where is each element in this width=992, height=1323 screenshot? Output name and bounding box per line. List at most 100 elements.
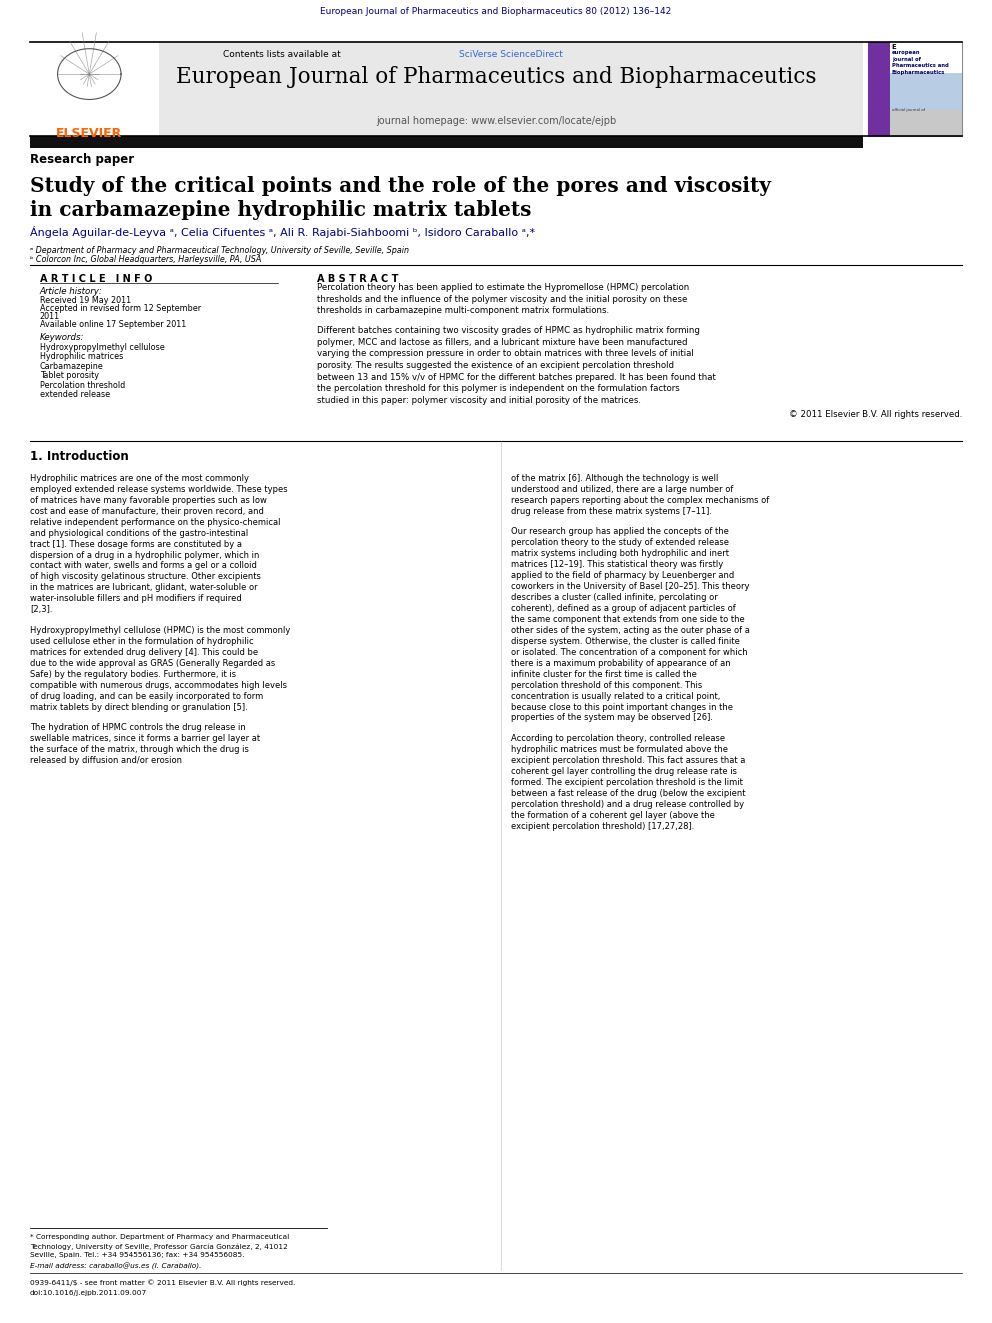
Text: studied in this paper: polymer viscosity and initial porosity of the matrices.: studied in this paper: polymer viscosity… xyxy=(317,396,642,405)
Text: the formation of a coherent gel layer (above the: the formation of a coherent gel layer (a… xyxy=(511,811,715,820)
Text: ᵇ Colorcon Inc, Global Headquarters, Harleysville, PA, USA: ᵇ Colorcon Inc, Global Headquarters, Har… xyxy=(30,255,261,265)
Text: dispersion of a drug in a hydrophilic polymer, which in: dispersion of a drug in a hydrophilic po… xyxy=(30,550,259,560)
Text: coworkers in the University of Basel [20–25]. This theory: coworkers in the University of Basel [20… xyxy=(511,582,749,591)
Text: Carbamazepine: Carbamazepine xyxy=(40,361,103,370)
Text: of high viscosity gelatinous structure. Other excipients: of high viscosity gelatinous structure. … xyxy=(30,573,261,582)
Text: © 2011 Elsevier B.V. All rights reserved.: © 2011 Elsevier B.V. All rights reserved… xyxy=(789,410,962,419)
Text: Available online 17 September 2011: Available online 17 September 2011 xyxy=(40,320,186,329)
Text: thresholds and the influence of the polymer viscosity and the initial porosity o: thresholds and the influence of the poly… xyxy=(317,295,687,304)
Text: Ángela Aguilar-de-Leyva ᵃ, Celia Cifuentes ᵃ, Ali R. Rajabi-Siahboomi ᵇ, Isidoro: Ángela Aguilar-de-Leyva ᵃ, Celia Cifuent… xyxy=(30,226,535,238)
FancyBboxPatch shape xyxy=(868,42,890,136)
Text: and physiological conditions of the gastro-intestinal: and physiological conditions of the gast… xyxy=(30,528,248,537)
Text: Percolation theory has been applied to estimate the Hypromellose (HPMC) percolat: Percolation theory has been applied to e… xyxy=(317,283,689,292)
Text: describes a cluster (called infinite, percolating or: describes a cluster (called infinite, pe… xyxy=(511,593,717,602)
Text: Accepted in revised form 12 September: Accepted in revised form 12 September xyxy=(40,304,200,314)
Text: in the matrices are lubricant, glidant, water-soluble or: in the matrices are lubricant, glidant, … xyxy=(30,583,257,593)
Text: swellable matrices, since it forms a barrier gel layer at: swellable matrices, since it forms a bar… xyxy=(30,734,260,742)
Text: Article history:: Article history: xyxy=(40,287,102,296)
Text: applied to the field of pharmacy by Leuenberger and: applied to the field of pharmacy by Leue… xyxy=(511,570,734,579)
Text: SciVerse ScienceDirect: SciVerse ScienceDirect xyxy=(459,50,563,60)
Text: between 13 and 15% v/v of HPMC for the different batches prepared. It has been f: between 13 and 15% v/v of HPMC for the d… xyxy=(317,373,716,381)
Text: European Journal of Pharmaceutics and Biopharmaceutics: European Journal of Pharmaceutics and Bi… xyxy=(176,66,816,89)
Text: percolation theory to the study of extended release: percolation theory to the study of exten… xyxy=(511,537,729,546)
Text: Our research group has applied the concepts of the: Our research group has applied the conce… xyxy=(511,527,729,536)
Text: Tablet porosity: Tablet porosity xyxy=(40,372,98,380)
Text: used cellulose ether in the formulation of hydrophilic: used cellulose ether in the formulation … xyxy=(30,636,253,646)
FancyBboxPatch shape xyxy=(30,42,159,136)
Text: coherent), defined as a group of adjacent particles of: coherent), defined as a group of adjacen… xyxy=(511,603,736,613)
Text: The hydration of HPMC controls the drug release in: The hydration of HPMC controls the drug … xyxy=(30,722,245,732)
Text: [2,3].: [2,3]. xyxy=(30,606,53,614)
Text: disperse system. Otherwise, the cluster is called finite: disperse system. Otherwise, the cluster … xyxy=(511,636,740,646)
Text: european
journal of
Pharmaceutics and
Biopharmaceutics: european journal of Pharmaceutics and Bi… xyxy=(892,50,948,75)
Text: Seville, Spain. Tel.: +34 954556136; fax: +34 954556085.: Seville, Spain. Tel.: +34 954556136; fax… xyxy=(30,1253,244,1258)
Text: matrices [12–19]. This statistical theory was firstly: matrices [12–19]. This statistical theor… xyxy=(511,560,723,569)
Text: released by diffusion and/or erosion: released by diffusion and/or erosion xyxy=(30,755,182,765)
Text: excipient percolation threshold) [17,27,28].: excipient percolation threshold) [17,27,… xyxy=(511,822,694,831)
Text: of drug loading, and can be easily incorporated to form: of drug loading, and can be easily incor… xyxy=(30,692,263,701)
Text: relative independent performance on the physico-chemical: relative independent performance on the … xyxy=(30,517,281,527)
FancyBboxPatch shape xyxy=(890,73,962,110)
Text: infinite cluster for the first time is called the: infinite cluster for the first time is c… xyxy=(511,669,696,679)
Text: Contents lists available at: Contents lists available at xyxy=(223,50,344,60)
Text: excipient percolation threshold. This fact assures that a: excipient percolation threshold. This fa… xyxy=(511,755,745,765)
Text: properties of the system may be observed [26].: properties of the system may be observed… xyxy=(511,713,713,722)
Text: matrices for extended drug delivery [4]. This could be: matrices for extended drug delivery [4].… xyxy=(30,647,258,656)
Text: of matrices have many favorable properties such as low: of matrices have many favorable properti… xyxy=(30,496,267,504)
Text: extended release: extended release xyxy=(40,390,110,400)
FancyBboxPatch shape xyxy=(868,42,962,136)
Text: formed. The excipient percolation threshold is the limit: formed. The excipient percolation thresh… xyxy=(511,778,743,787)
Text: drug release from these matrix systems [7–11].: drug release from these matrix systems [… xyxy=(511,507,712,516)
Text: of the matrix [6]. Although the technology is well: of the matrix [6]. Although the technolo… xyxy=(511,474,718,483)
Text: doi:10.1016/j.ejpb.2011.09.007: doi:10.1016/j.ejpb.2011.09.007 xyxy=(30,1290,147,1297)
Text: A R T I C L E   I N F O: A R T I C L E I N F O xyxy=(40,274,152,284)
Text: percolation threshold) and a drug release controlled by: percolation threshold) and a drug releas… xyxy=(511,799,744,808)
Text: coherent gel layer controlling the drug release rate is: coherent gel layer controlling the drug … xyxy=(511,766,737,775)
Text: Hydroxypropylmethyl cellulose (HPMC) is the most commonly: Hydroxypropylmethyl cellulose (HPMC) is … xyxy=(30,626,290,635)
Text: hydrophilic matrices must be formulated above the: hydrophilic matrices must be formulated … xyxy=(511,745,728,754)
Text: A B S T R A C T: A B S T R A C T xyxy=(317,274,399,284)
Text: official journal of: official journal of xyxy=(892,108,925,112)
Text: Technology, University of Seville, Professor García González, 2, 41012: Technology, University of Seville, Profe… xyxy=(30,1244,288,1250)
Text: polymer, MCC and lactose as fillers, and a lubricant mixture have been manufactu: polymer, MCC and lactose as fillers, and… xyxy=(317,337,687,347)
Text: other sides of the system, acting as the outer phase of a: other sides of the system, acting as the… xyxy=(511,626,750,635)
Text: Hydrophilic matrices: Hydrophilic matrices xyxy=(40,352,123,361)
Text: the percolation threshold for this polymer is independent on the formulation fac: the percolation threshold for this polym… xyxy=(317,384,681,393)
FancyBboxPatch shape xyxy=(30,42,863,136)
Text: due to the wide approval as GRAS (Generally Regarded as: due to the wide approval as GRAS (Genera… xyxy=(30,659,275,668)
Text: or isolated. The concentration of a component for which: or isolated. The concentration of a comp… xyxy=(511,647,748,656)
Text: ELSEVIER: ELSEVIER xyxy=(57,127,122,140)
Text: matrix systems including both hydrophilic and inert: matrix systems including both hydrophili… xyxy=(511,549,729,558)
Text: Research paper: Research paper xyxy=(30,153,134,167)
Text: E: E xyxy=(892,44,897,50)
Text: Keywords:: Keywords: xyxy=(40,333,84,343)
Text: Percolation threshold: Percolation threshold xyxy=(40,381,125,390)
Text: Different batches containing two viscosity grades of HPMC as hydrophilic matrix : Different batches containing two viscosi… xyxy=(317,325,700,335)
Text: percolation threshold of this component. This: percolation threshold of this component.… xyxy=(511,680,702,689)
Text: 0939-6411/$ - see front matter © 2011 Elsevier B.V. All rights reserved.: 0939-6411/$ - see front matter © 2011 El… xyxy=(30,1279,296,1286)
Text: ᵃ Department of Pharmacy and Pharmaceutical Technology, University of Seville, S: ᵃ Department of Pharmacy and Pharmaceuti… xyxy=(30,246,409,255)
Text: research papers reporting about the complex mechanisms of: research papers reporting about the comp… xyxy=(511,496,769,504)
FancyBboxPatch shape xyxy=(30,136,863,148)
Text: 1. Introduction: 1. Introduction xyxy=(30,450,129,463)
FancyBboxPatch shape xyxy=(890,42,962,73)
Text: Hydrophilic matrices are one of the most commonly: Hydrophilic matrices are one of the most… xyxy=(30,474,249,483)
Text: matrix tablets by direct blending or granulation [5].: matrix tablets by direct blending or gra… xyxy=(30,703,248,712)
Text: varying the compression pressure in order to obtain matrices with three levels o: varying the compression pressure in orde… xyxy=(317,349,694,359)
Text: E-mail address: caraballo@us.es (I. Caraballo).: E-mail address: caraballo@us.es (I. Cara… xyxy=(30,1262,201,1270)
Text: European Journal of Pharmaceutics and Biopharmaceutics 80 (2012) 136–142: European Journal of Pharmaceutics and Bi… xyxy=(320,7,672,16)
Text: compatible with numerous drugs, accommodates high levels: compatible with numerous drugs, accommod… xyxy=(30,680,287,689)
Text: the same component that extends from one side to the: the same component that extends from one… xyxy=(511,615,745,623)
Text: * Corresponding author. Department of Pharmacy and Pharmaceutical: * Corresponding author. Department of Ph… xyxy=(30,1234,289,1241)
Text: cost and ease of manufacture, their proven record, and: cost and ease of manufacture, their prov… xyxy=(30,507,264,516)
Text: journal homepage: www.elsevier.com/locate/ejpb: journal homepage: www.elsevier.com/locat… xyxy=(376,116,616,127)
Text: in carbamazepine hydrophilic matrix tablets: in carbamazepine hydrophilic matrix tabl… xyxy=(30,200,532,220)
Text: water-insoluble fillers and pH modifiers if required: water-insoluble fillers and pH modifiers… xyxy=(30,594,241,603)
Text: Received 19 May 2011: Received 19 May 2011 xyxy=(40,296,131,306)
Text: tract [1]. These dosage forms are constituted by a: tract [1]. These dosage forms are consti… xyxy=(30,540,242,549)
Text: there is a maximum probability of appearance of an: there is a maximum probability of appear… xyxy=(511,659,730,668)
Text: thresholds in carbamazepine multi-component matrix formulations.: thresholds in carbamazepine multi-compon… xyxy=(317,307,609,315)
Text: 2011: 2011 xyxy=(40,312,60,321)
Text: Hydroxypropylmethyl cellulose: Hydroxypropylmethyl cellulose xyxy=(40,343,165,352)
Text: concentration is usually related to a critical point,: concentration is usually related to a cr… xyxy=(511,692,720,701)
